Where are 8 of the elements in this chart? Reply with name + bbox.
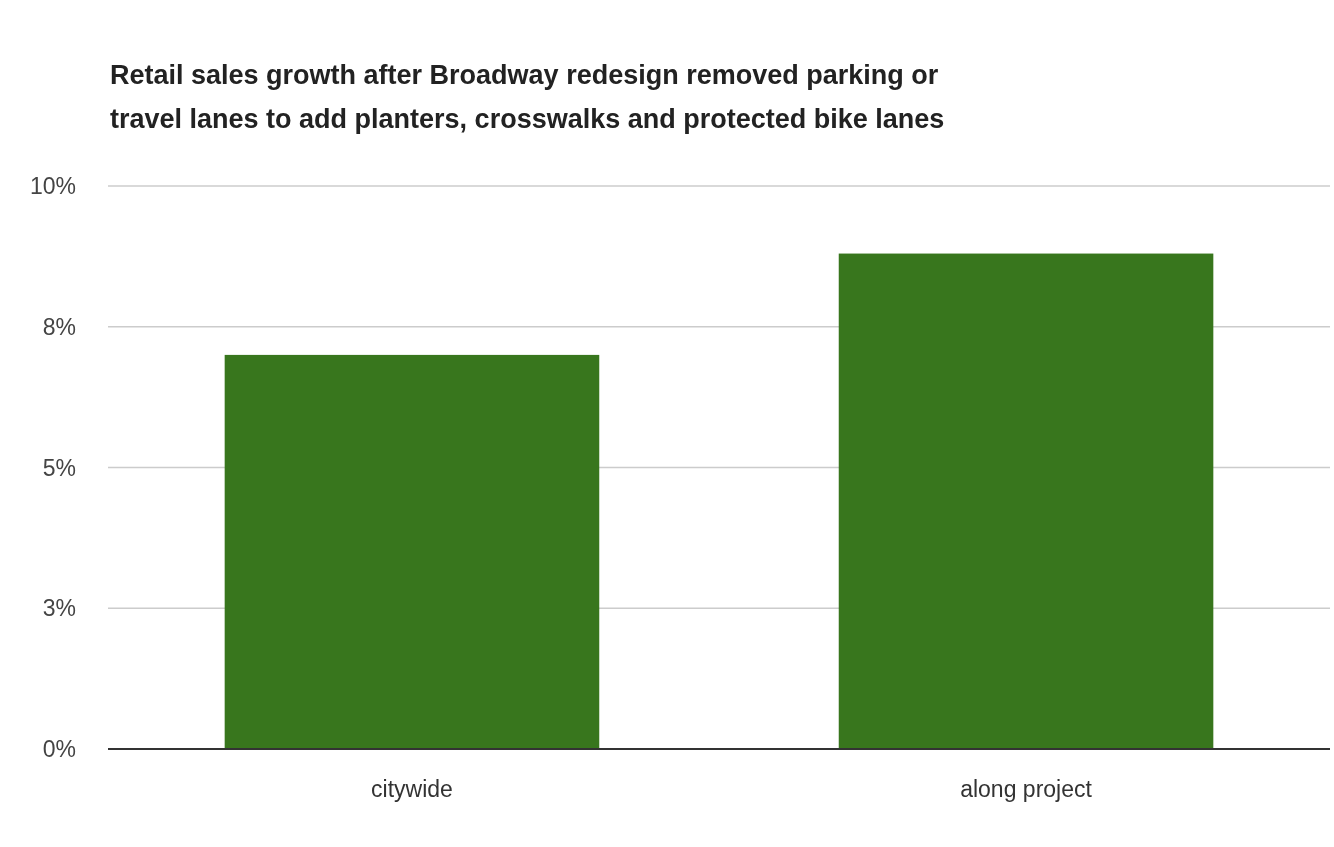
y-tick-label: 10% (29, 173, 76, 200)
y-tick-label: 0% (42, 736, 76, 763)
y-tick-label: 3% (42, 595, 76, 622)
x-tick-label: citywide (371, 776, 453, 802)
y-tick-label: 5% (42, 454, 76, 481)
y-tick-label: 8% (42, 313, 76, 340)
chart-title: Retail sales growth after Broadway redesign removed parking or travel lanes to add planters, crosswalks and protected bike lanes (110, 60, 945, 134)
x-tick-label: along project (960, 776, 1093, 802)
